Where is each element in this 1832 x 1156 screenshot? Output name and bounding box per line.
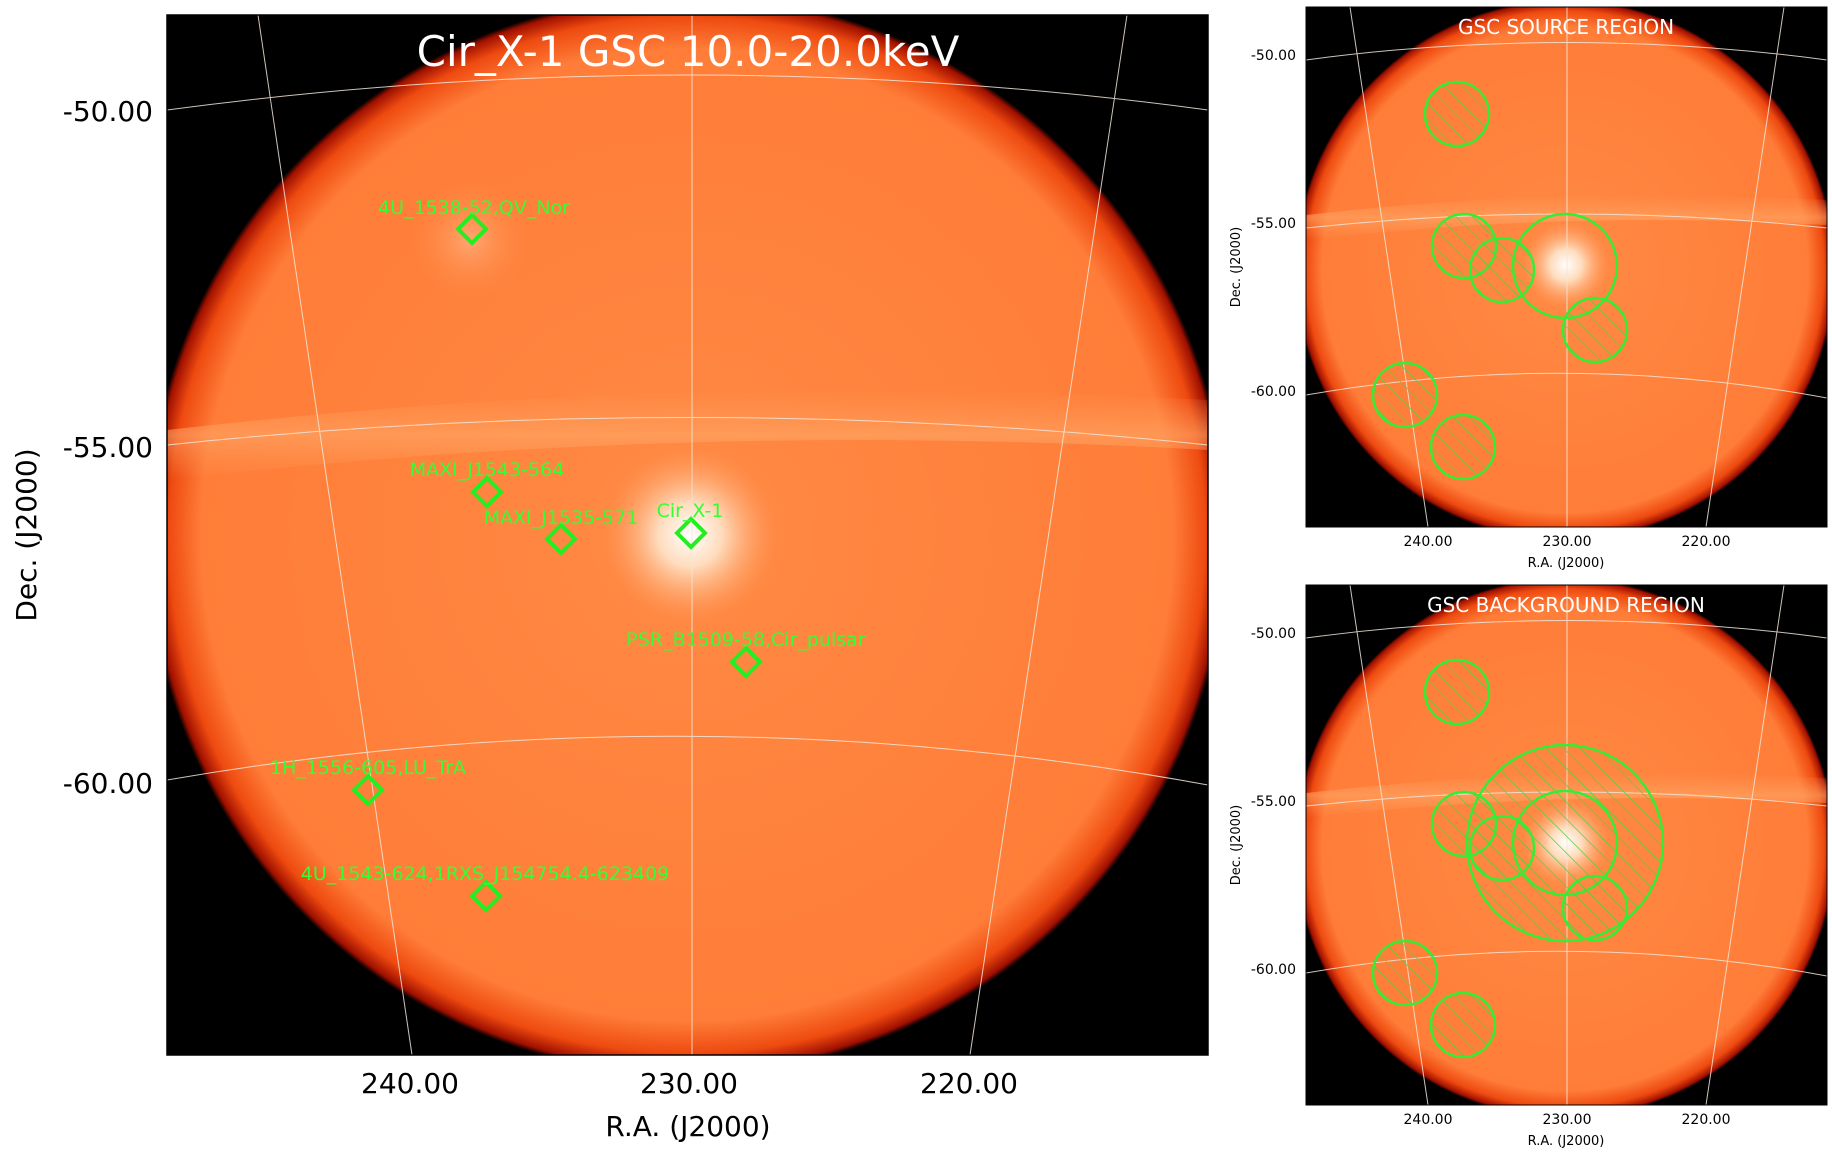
label-maxi-j1543: MAXI_J1543-564 <box>410 459 565 481</box>
coordinate-grid <box>167 15 1208 1055</box>
background-region-panel: GSC BACKGROUND REGION -50.00 -55.00 -60.… <box>1229 584 1828 1149</box>
background-xtick-1: 240.00 <box>1404 1112 1453 1128</box>
source-ytick-3: -60.00 <box>1251 384 1296 400</box>
main-title: Cir_X-1 GSC 10.0-20.0keV <box>417 27 960 76</box>
bkg-exclusion-circle-1[interactable] <box>1423 658 1491 726</box>
label-cir-x1: Cir_X-1 <box>657 500 724 522</box>
source-cir-x1-emission <box>1521 220 1611 310</box>
source-circle[interactable] <box>1511 212 1619 320</box>
grid-dec-60 <box>167 735 1208 786</box>
background-grid-ra-220 <box>1705 585 1785 1105</box>
background-axes-labels: -50.00 -55.00 -60.00 240.00 230.00 220.0… <box>1229 626 1731 1149</box>
exclusion-circle-4[interactable] <box>1561 296 1629 364</box>
source-xtick-1: 240.00 <box>1404 534 1453 550</box>
background-ytick-3: -60.00 <box>1251 962 1296 978</box>
background-grid-dec-50 <box>1306 620 1827 639</box>
main-xlabel: R.A. (J2000) <box>605 1110 770 1143</box>
main-xtick-3: 220.00 <box>920 1067 1018 1100</box>
main-ytick-2: -55.00 <box>63 431 153 464</box>
galactic-plane-band <box>167 390 1208 480</box>
grid-ra-220 <box>969 15 1128 1055</box>
marker-qv-nor[interactable] <box>455 212 489 246</box>
main-ytick-1: -50.00 <box>63 95 153 128</box>
main-xtick-2: 230.00 <box>640 1067 738 1100</box>
background-panel-title: GSC BACKGROUND REGION <box>1427 593 1705 617</box>
marker-maxi-j1535[interactable] <box>544 522 578 556</box>
grid-dec-50 <box>167 74 1208 111</box>
exclusion-circle-6[interactable] <box>1429 413 1497 481</box>
marker-cir-x1[interactable] <box>674 516 708 550</box>
main-frame <box>166 14 1209 1056</box>
source-axes-labels: -50.00 -55.00 -60.00 240.00 230.00 220.0… <box>1229 48 1731 571</box>
cir-x1-emission <box>600 445 780 625</box>
background-ytick-2: -55.00 <box>1251 794 1296 810</box>
exclusion-circle-1[interactable] <box>1423 80 1491 148</box>
marker-lu-tra[interactable] <box>351 773 385 807</box>
source-grid-dec-50 <box>1306 42 1827 61</box>
source-grid-ra-240 <box>1349 7 1429 527</box>
source-ytick-1: -50.00 <box>1251 48 1296 64</box>
background-xtick-3: 220.00 <box>1682 1112 1731 1128</box>
source-xtick-3: 220.00 <box>1682 534 1731 550</box>
label-lu-tra: 1H_1556-605,LU_TrA <box>270 757 466 779</box>
marker-cir-pulsar[interactable] <box>729 645 763 679</box>
background-ytick-1: -50.00 <box>1251 626 1296 642</box>
source-labels: 4U_1538-52,QV_Nor MAXI_J1543-564 MAXI_J1… <box>270 197 866 885</box>
label-maxi-j1535: MAXI_J1535-571 <box>484 507 639 529</box>
source-ytick-2: -55.00 <box>1251 216 1296 232</box>
source-ylabel: Dec. (J2000) <box>1229 227 1244 307</box>
background-xlabel: R.A. (J2000) <box>1528 1134 1605 1149</box>
bkg-exclusion-circle-6[interactable] <box>1429 991 1497 1059</box>
label-qv-nor: 4U_1538-52,QV_Nor <box>378 197 570 219</box>
bkg-exclusion-circle-3[interactable] <box>1468 814 1536 882</box>
main-xtick-1: 240.00 <box>361 1067 459 1100</box>
source-panel-title: GSC SOURCE REGION <box>1458 15 1674 39</box>
grid-ra-240 <box>257 15 413 1055</box>
main-ytick-3: -60.00 <box>63 767 153 800</box>
label-4u-1543: 4U_1543-624,1RXS_J154754.4-623409 <box>301 863 670 885</box>
bkg-exclusion-circle-5[interactable] <box>1371 939 1439 1007</box>
background-xtick-2: 230.00 <box>1543 1112 1592 1128</box>
main-axes-labels: -50.00 -55.00 -60.00 240.00 230.00 220.0… <box>10 95 1018 1143</box>
source-region-circles <box>1371 80 1629 481</box>
background-frame <box>1305 584 1828 1106</box>
background-ylabel: Dec. (J2000) <box>1229 805 1244 885</box>
exclusion-circle-5[interactable] <box>1371 361 1439 429</box>
marker-maxi-j1543[interactable] <box>470 475 504 509</box>
background-grid-ra-240 <box>1349 585 1429 1105</box>
source-markers <box>351 212 763 913</box>
bkg-exclusion-circle-4[interactable] <box>1561 874 1629 942</box>
background-region-circles <box>1371 658 1665 1059</box>
marker-4u-1543[interactable] <box>469 879 503 913</box>
main-panel: 4U_1538-52,QV_Nor MAXI_J1543-564 MAXI_J1… <box>10 14 1209 1143</box>
main-ylabel: Dec. (J2000) <box>10 448 43 621</box>
source-region-panel: GSC SOURCE REGION -50.00 -55.00 -60.00 2… <box>1229 6 1828 571</box>
source-grid-ra-220 <box>1705 7 1785 527</box>
label-cir-pulsar: PSR_B1509-58,Cir_pulsar <box>626 629 865 651</box>
source-frame <box>1305 6 1828 528</box>
exclusion-circle-3[interactable] <box>1468 236 1536 304</box>
source-xlabel: R.A. (J2000) <box>1528 556 1605 571</box>
source-xtick-2: 230.00 <box>1543 534 1592 550</box>
